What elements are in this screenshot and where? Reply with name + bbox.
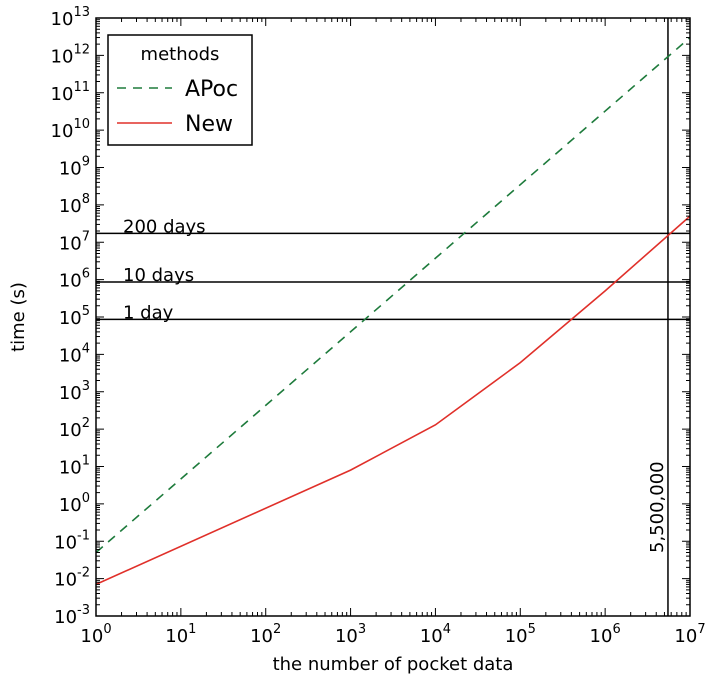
- y-tick-base: 10: [51, 84, 74, 105]
- y-tick-label: 107: [59, 229, 90, 254]
- x-tick-exponent: 4: [443, 622, 451, 637]
- y-tick-label: 106: [59, 267, 90, 292]
- x-tick-label: 104: [420, 622, 451, 647]
- axis-ticks: 100 101 102 103 104 105 106 10710-310-210-11001…: [51, 5, 706, 647]
- x-tick-label: 101: [165, 622, 196, 647]
- y-tick-exponent: 1: [82, 454, 90, 469]
- y-tick-base: 10: [59, 196, 82, 217]
- series-layer: [95, 36, 691, 586]
- y-tick-exponent: 2: [82, 416, 90, 431]
- y-tick-exponent: -1: [77, 528, 90, 543]
- y-tick-label: 100: [59, 491, 90, 516]
- y-tick-base: 10: [59, 271, 82, 292]
- x-tick-exponent: 3: [358, 622, 366, 637]
- x-tick-base: 10: [420, 626, 443, 647]
- y-tick-base: 10: [59, 345, 82, 366]
- y-tick-base: 10: [54, 607, 77, 628]
- x-tick-exponent: 5: [528, 622, 536, 637]
- legend-label-new: New: [185, 112, 233, 137]
- y-tick-exponent: -3: [77, 603, 90, 618]
- ref-label-h: 10 days: [123, 265, 194, 286]
- y-tick-base: 10: [59, 495, 82, 516]
- y-tick-exponent: 0: [82, 491, 90, 506]
- x-tick-exponent: 1: [188, 622, 196, 637]
- series-line-new: [95, 215, 691, 586]
- x-tick-base: 10: [335, 626, 358, 647]
- y-tick-label: 1012: [51, 42, 90, 67]
- y-tick-label: 102: [59, 416, 90, 441]
- y-tick-base: 10: [54, 532, 77, 553]
- y-tick-label: 103: [59, 379, 90, 404]
- y-axis-title: time (s): [8, 282, 29, 352]
- y-tick-label: 1010: [51, 117, 90, 142]
- x-tick-base: 10: [165, 626, 188, 647]
- x-axis-title: the number of pocket data: [273, 654, 514, 675]
- x-tick-base: 10: [80, 626, 103, 647]
- x-tick-exponent: 2: [273, 622, 281, 637]
- legend-title: methods: [141, 44, 220, 65]
- ref-label-v: 5,500,000: [647, 461, 668, 553]
- y-tick-label: 1011: [51, 80, 90, 105]
- y-tick-base: 10: [51, 9, 74, 30]
- x-tick-base: 10: [250, 626, 273, 647]
- y-tick-base: 10: [59, 308, 82, 329]
- y-tick-base: 10: [59, 383, 82, 404]
- y-tick-exponent: 7: [82, 229, 90, 244]
- y-tick-label: 10-2: [54, 566, 90, 591]
- y-tick-exponent: 3: [82, 379, 90, 394]
- x-tick-exponent: 0: [103, 622, 111, 637]
- y-tick-exponent: 4: [82, 341, 90, 356]
- y-tick-exponent: 6: [82, 267, 90, 282]
- y-tick-base: 10: [51, 121, 74, 142]
- y-tick-exponent: 11: [73, 80, 90, 95]
- y-tick-label: 109: [59, 155, 90, 180]
- y-tick-label: 101: [59, 454, 90, 479]
- x-tick-base: 10: [674, 626, 697, 647]
- x-tick-label: 103: [335, 622, 366, 647]
- y-tick-base: 10: [51, 46, 74, 67]
- series-line-apoc: [95, 36, 691, 554]
- y-tick-label: 108: [59, 192, 90, 217]
- y-tick-exponent: 12: [73, 42, 90, 57]
- y-tick-base: 10: [59, 159, 82, 180]
- x-tick-label: 102: [250, 622, 281, 647]
- y-tick-base: 10: [59, 420, 82, 441]
- x-tick-exponent: 6: [612, 622, 620, 637]
- legend-label-apoc: APoc: [185, 77, 238, 102]
- reference-lines: 200 days 10 days 1 day 5,500,000: [96, 18, 690, 616]
- y-tick-label: 10-1: [54, 528, 90, 553]
- x-tick-base: 10: [590, 626, 613, 647]
- y-tick-exponent: 9: [82, 155, 90, 170]
- y-tick-base: 10: [54, 570, 77, 591]
- y-tick-base: 10: [59, 458, 82, 479]
- ref-label-h: 1 day: [123, 302, 174, 323]
- x-tick-label: 107: [674, 622, 705, 647]
- y-tick-label: 10-3: [54, 603, 90, 628]
- x-tick-exponent: 7: [697, 622, 705, 637]
- x-tick-label: 100: [80, 622, 111, 647]
- y-tick-label: 1013: [51, 5, 90, 30]
- ref-label-h: 200 days: [123, 216, 206, 237]
- legend: methods APoc New: [107, 34, 253, 146]
- x-tick-base: 10: [505, 626, 528, 647]
- y-tick-label: 105: [59, 304, 90, 329]
- y-tick-exponent: -2: [77, 566, 90, 581]
- legend-box: [107, 34, 253, 146]
- x-tick-label: 105: [505, 622, 536, 647]
- y-tick-label: 104: [59, 341, 90, 366]
- y-tick-exponent: 10: [73, 117, 90, 132]
- y-tick-exponent: 8: [82, 192, 90, 207]
- x-tick-label: 106: [590, 622, 621, 647]
- y-tick-exponent: 5: [82, 304, 90, 319]
- y-tick-base: 10: [59, 233, 82, 254]
- y-tick-exponent: 13: [73, 5, 90, 20]
